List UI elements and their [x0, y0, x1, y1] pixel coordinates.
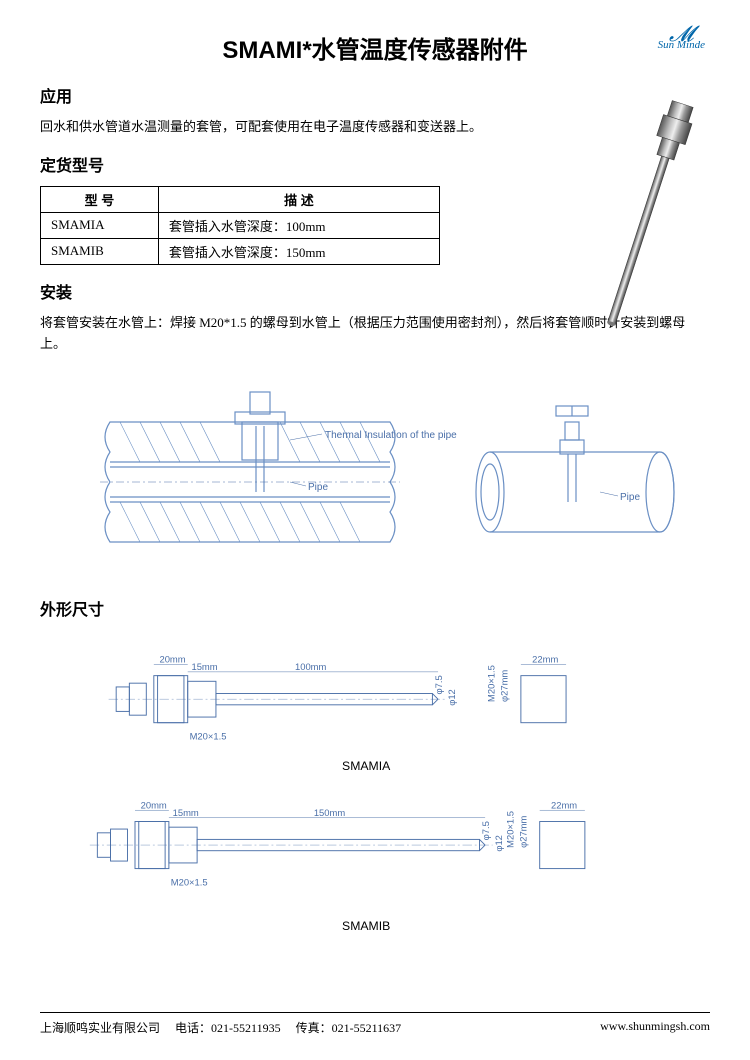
- footer-url: www.shunmingsh.com: [600, 1019, 710, 1036]
- svg-text:M20×1.5: M20×1.5: [486, 666, 497, 703]
- svg-text:M20×1.5: M20×1.5: [190, 731, 227, 742]
- svg-text:Pipe: Pipe: [620, 492, 640, 503]
- table-row: SMAMIA 套管插入水管深度：100mm: [41, 212, 440, 238]
- svg-text:Thermal Insulation of the pipe: Thermal Insulation of the pipe: [325, 430, 457, 441]
- col-desc: 描 述: [158, 186, 439, 212]
- install-diagram: Thermal Insulation of the pipe Pipe Pipe: [40, 372, 710, 572]
- svg-text:150mm: 150mm: [314, 807, 346, 818]
- label-smamib: SMAMIB: [342, 919, 390, 933]
- svg-text:φ27mm: φ27mm: [499, 670, 510, 702]
- svg-text:20mm: 20mm: [141, 800, 167, 811]
- svg-text:φ7.5: φ7.5: [433, 676, 444, 695]
- svg-text:M20×1.5: M20×1.5: [171, 877, 208, 888]
- table-row: SMAMIB 套管插入水管深度：150mm: [41, 238, 440, 264]
- dimension-drawings: 20mm 15mm 100mm M20×1.5 φ7.5 φ12 22mm φ2…: [40, 638, 710, 958]
- svg-text:15mm: 15mm: [173, 807, 199, 818]
- page-footer: 上海顺鸣实业有限公司 电话：021-55211935 传真：021-552116…: [40, 1012, 710, 1036]
- ordering-table: 型 号 描 述 SMAMIA 套管插入水管深度：100mm SMAMIB 套管插…: [40, 186, 440, 265]
- label-smamia: SMAMIA: [342, 759, 391, 773]
- svg-text:22mm: 22mm: [551, 800, 577, 811]
- col-model: 型 号: [41, 186, 159, 212]
- svg-text:M20×1.5: M20×1.5: [504, 811, 515, 848]
- svg-text:15mm: 15mm: [191, 661, 217, 672]
- footer-company: 上海顺鸣实业有限公司: [40, 1021, 160, 1035]
- svg-text:Pipe: Pipe: [308, 482, 328, 493]
- page-title: SMAMI*水管温度传感器附件: [40, 30, 710, 65]
- svg-text:φ27mm: φ27mm: [518, 816, 529, 848]
- brand-logo: 𝓜 Sun Minde: [658, 28, 705, 51]
- svg-text:22mm: 22mm: [532, 654, 558, 665]
- svg-text:φ12: φ12: [493, 835, 504, 852]
- product-photo: [580, 90, 710, 350]
- svg-text:100mm: 100mm: [295, 661, 327, 672]
- heading-dimensions: 外形尺寸: [40, 596, 710, 620]
- svg-text:φ12: φ12: [446, 690, 457, 707]
- svg-text:φ7.5: φ7.5: [480, 822, 491, 841]
- svg-text:20mm: 20mm: [159, 654, 185, 665]
